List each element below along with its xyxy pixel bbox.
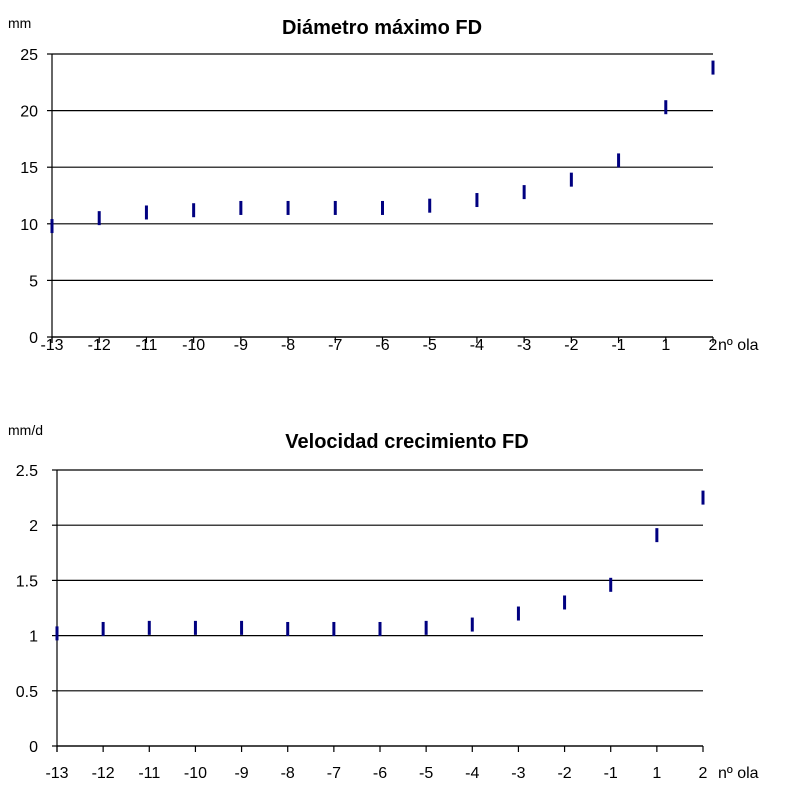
y-tick-label: 2 <box>29 518 38 535</box>
chart-title: Diámetro máximo FD <box>282 17 482 39</box>
x-tick-label: -1 <box>604 765 618 782</box>
x-axis-label: nº ola <box>718 765 759 782</box>
y-tick-label: 20 <box>20 104 38 121</box>
x-tick-label: -6 <box>373 765 387 782</box>
x-tick-label: -4 <box>465 765 479 782</box>
y-tick-label: 25 <box>20 47 38 64</box>
x-tick-label: -10 <box>184 765 207 782</box>
x-tick-label: -3 <box>517 337 531 354</box>
y-tick-label: 15 <box>20 160 38 177</box>
y-tick-label: 0.5 <box>16 684 38 701</box>
y-tick-label: 1.5 <box>16 573 38 590</box>
x-tick-label: -5 <box>423 337 437 354</box>
y-axis-unit-label: mm/d <box>8 422 43 438</box>
x-tick-label: -2 <box>564 337 578 354</box>
y-tick-label: 10 <box>20 217 38 234</box>
x-tick-label: -7 <box>327 765 341 782</box>
x-tick-label: 1 <box>661 337 670 354</box>
y-tick-label: 2.5 <box>16 463 38 480</box>
y-tick-label: 0 <box>29 330 38 347</box>
x-tick-label: -1 <box>611 337 625 354</box>
x-tick-label: -10 <box>182 337 205 354</box>
chart-title: Velocidad crecimiento FD <box>285 431 528 453</box>
x-tick-label: -2 <box>557 765 571 782</box>
x-tick-label: -4 <box>470 337 484 354</box>
x-tick-label: -8 <box>281 337 295 354</box>
x-tick-label: -13 <box>40 337 63 354</box>
x-tick-label: -7 <box>328 337 342 354</box>
x-tick-label: -9 <box>234 337 248 354</box>
x-tick-label: -11 <box>135 337 157 354</box>
plot-area: 00.511.522.5-13 -12 -11 -10 -9 -8 -7 -6 -5 -4 -3 -2… <box>16 463 708 782</box>
y-tick-label: 5 <box>29 273 38 290</box>
y-tick-label: 1 <box>29 629 38 646</box>
x-tick-label: -8 <box>281 765 295 782</box>
x-tick-label: 1 <box>652 765 661 782</box>
y-axis-unit-label: mm <box>8 15 31 31</box>
x-tick-label: 2 <box>709 337 718 354</box>
x-tick-label: -3 <box>511 765 525 782</box>
chart-velocidad-crecimiento: Velocidad crecimiento FD mm/d nº ola 0 0.… <box>8 422 759 782</box>
x-tick-label: -5 <box>419 765 433 782</box>
x-tick-label: -6 <box>375 337 389 354</box>
x-tick-label: -11 <box>138 765 160 782</box>
chart-diametro-maximo: Diámetro máximo FD mm nº ola 0 5 10 15 20 25 -… <box>8 15 759 354</box>
y-tick-label: 0 <box>29 739 38 756</box>
x-tick-label: -12 <box>88 337 111 354</box>
x-tick-label: 2 <box>699 765 708 782</box>
x-tick-label: -12 <box>92 765 115 782</box>
x-axis-label: nº ola <box>718 337 759 354</box>
x-tick-label: -9 <box>234 765 248 782</box>
x-tick-label: -13 <box>45 765 68 782</box>
